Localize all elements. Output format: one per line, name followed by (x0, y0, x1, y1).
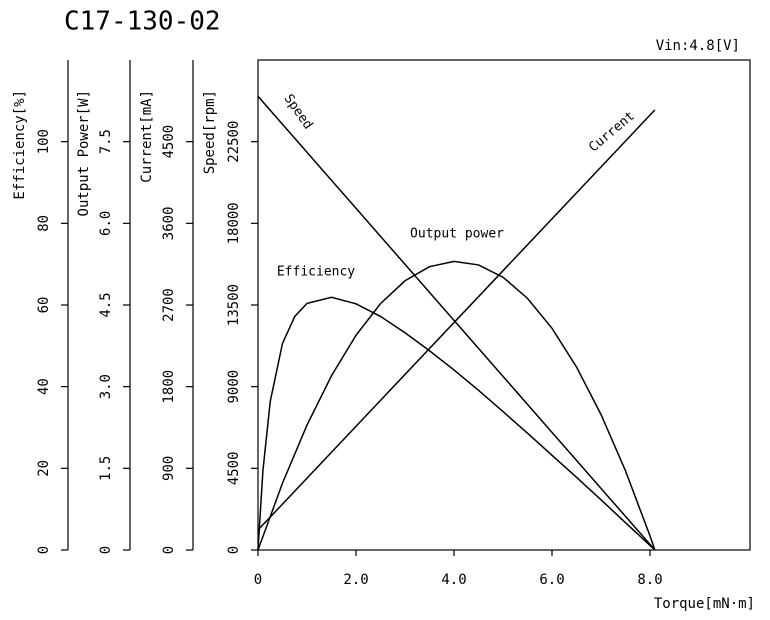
x-tick-label: 8.0 (637, 572, 662, 588)
y-tick-label: 9000 (226, 370, 242, 404)
y-tick-label: 3.0 (98, 374, 114, 399)
y-tick-label: 13500 (226, 284, 242, 326)
y-axis-label: Output Power[W] (76, 90, 92, 216)
x-tick-label: 0 (254, 572, 262, 588)
y-tick-label: 1800 (161, 370, 177, 404)
y-tick-label: 18000 (226, 202, 242, 244)
y-tick-label: 900 (161, 456, 177, 481)
series-line (257, 296, 656, 551)
x-tick-label: 2.0 (343, 572, 368, 588)
series-label: Speed (281, 92, 316, 133)
y-tick-label: 3600 (161, 206, 177, 240)
y-tick-label: 40 (36, 378, 52, 395)
x-tick-label: 6.0 (539, 572, 564, 588)
y-tick-label: 22500 (226, 121, 242, 163)
chart-title: C17-130-02 (64, 7, 221, 37)
y-tick-label: 4500 (226, 451, 242, 485)
y-tick-label: 80 (36, 215, 52, 232)
series-line (257, 260, 656, 551)
y-tick-label: 4500 (161, 125, 177, 159)
series-label: Current (586, 109, 638, 156)
y-tick-label: 7.5 (98, 129, 114, 154)
y-tick-label: 0 (226, 546, 242, 554)
y-tick-label: 0 (36, 546, 52, 554)
y-tick-label: 60 (36, 297, 52, 314)
y-tick-label: 6.0 (98, 211, 114, 236)
plot-frame (257, 59, 751, 551)
x-tick-label: 4.0 (441, 572, 466, 588)
series-label: Efficiency (277, 265, 355, 280)
y-tick-label: 0 (161, 546, 177, 554)
series-label: Output power (410, 227, 504, 242)
y-axis-label: Current[mA] (139, 90, 155, 183)
series-line (257, 95, 656, 551)
series-line (257, 109, 656, 531)
x-axis-label: Torque[mN·m] (654, 596, 755, 612)
y-axis-label: Speed[rpm] (202, 90, 218, 174)
subtitle: Vin:4.8[V] (656, 38, 740, 54)
y-tick-label: 1.5 (98, 456, 114, 481)
y-tick-label: 0 (98, 546, 114, 554)
y-tick-label: 2700 (161, 288, 177, 322)
y-tick-label: 4.5 (98, 292, 114, 317)
y-tick-label: 100 (36, 129, 52, 154)
y-tick-label: 20 (36, 460, 52, 477)
y-axis-label: Efficiency[%] (12, 90, 28, 200)
